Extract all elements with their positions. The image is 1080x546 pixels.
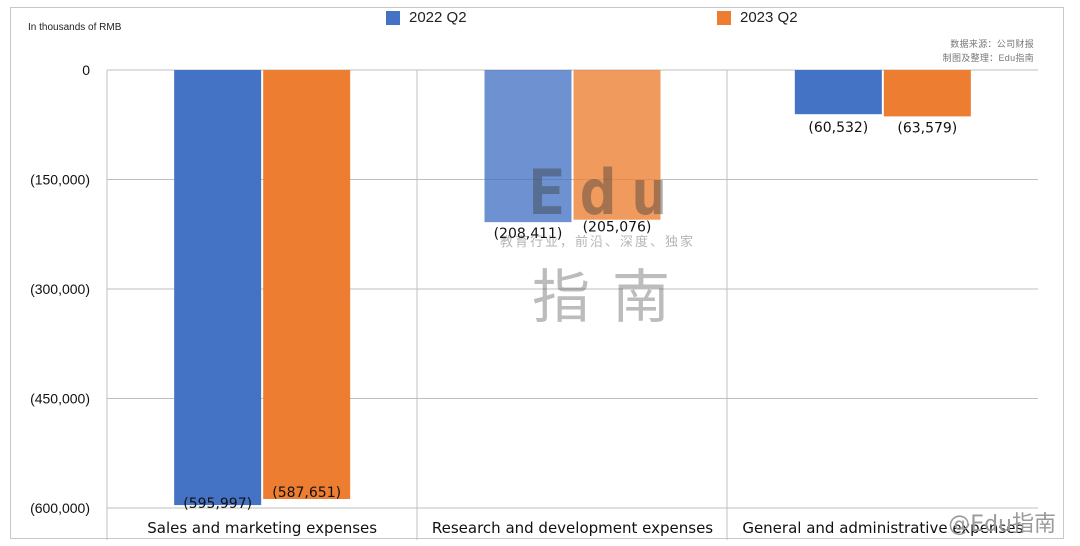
credit-line: 制图及整理：Edu指南 <box>942 53 1034 63</box>
watermark-edu: Edu <box>528 156 682 229</box>
bar-2023 <box>573 70 661 220</box>
legend-item-2023: 2023 Q2 <box>717 9 798 26</box>
bar-2022 <box>794 70 882 115</box>
data-label: (587,651) <box>272 485 341 501</box>
source-line: 数据来源：公司财报 <box>950 39 1034 49</box>
data-label: (208,411) <box>494 226 563 242</box>
x-category-label: Sales and marketing expenses <box>147 519 377 537</box>
bar-2022 <box>174 70 262 506</box>
data-label: (595,997) <box>183 496 252 512</box>
watermark-corner: @Edu指南 <box>948 512 1056 537</box>
y-tick-label: (450,000) <box>30 391 90 407</box>
data-label: (205,076) <box>583 220 652 236</box>
x-category-label: Research and development expenses <box>432 519 713 537</box>
legend-label-2022: 2022 Q2 <box>409 9 467 26</box>
data-label: (63,579) <box>897 120 957 136</box>
bar-2022 <box>484 70 572 223</box>
data-label: (60,532) <box>808 120 868 136</box>
x-category-label: General and administrative expenses <box>742 519 1023 537</box>
bar-2023 <box>883 70 971 117</box>
unit-note: In thousands of RMB <box>28 22 122 33</box>
y-tick-label: 0 <box>82 62 90 78</box>
legend-swatch-2023 <box>717 10 731 25</box>
legend-item-2022: 2022 Q2 <box>386 9 467 26</box>
legend-swatch-2022 <box>386 10 400 25</box>
watermark-tagline: 教育行业，前沿、深度、独家 <box>500 234 696 249</box>
chart-frame <box>10 7 1064 539</box>
bar-2023 <box>263 70 351 499</box>
legend-label-2023: 2023 Q2 <box>740 9 798 26</box>
watermark-zhinan: 指南 <box>532 265 693 330</box>
y-tick-label: (150,000) <box>30 172 90 188</box>
y-tick-label: (600,000) <box>30 500 90 516</box>
y-tick-label: (300,000) <box>30 281 90 297</box>
